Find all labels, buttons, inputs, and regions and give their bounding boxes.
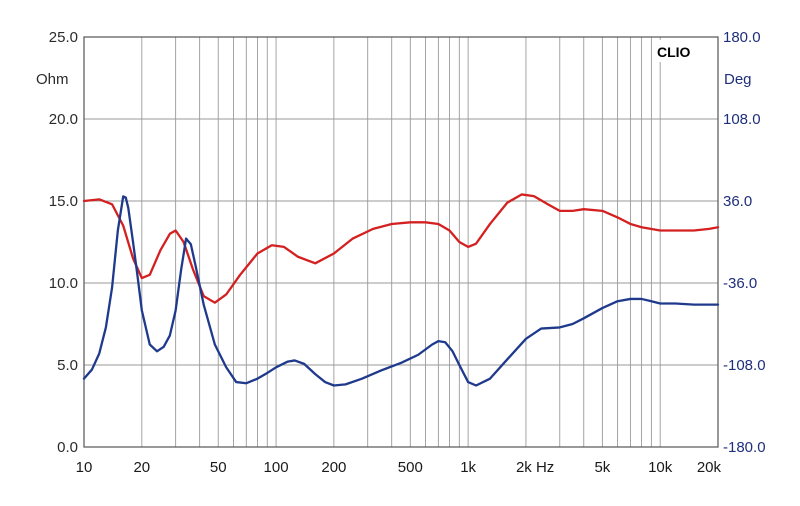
x-tick-label: 20 bbox=[133, 459, 150, 476]
x-tick-label: 5k bbox=[594, 459, 610, 476]
x-tick-label: 10 bbox=[76, 459, 93, 476]
x-tick-label: 100 bbox=[264, 459, 289, 476]
x-tick-label: 2k Hz bbox=[516, 459, 554, 476]
clio-badge: CLIO bbox=[657, 44, 691, 60]
left-axis-unit: Ohm bbox=[36, 71, 69, 88]
x-tick-label: 200 bbox=[321, 459, 346, 476]
series-layer bbox=[82, 193, 720, 387]
right-tick-label: -180.0 bbox=[723, 439, 766, 456]
left-tick-label: 20.0 bbox=[49, 111, 78, 128]
tick-labels: 0.0 5.0 10.0 15.0 20.0 25.0 -180.0 -108.0 -36.0 3… bbox=[49, 29, 766, 476]
left-tick-label: 0.0 bbox=[57, 439, 78, 456]
clio-badge-bg bbox=[652, 40, 712, 62]
phase-curve bbox=[82, 195, 720, 387]
left-tick-label: 5.0 bbox=[57, 357, 78, 374]
right-tick-label: -108.0 bbox=[723, 357, 766, 374]
plot-frame bbox=[83, 36, 719, 448]
right-tick-label: 36.0 bbox=[723, 193, 752, 210]
left-tick-label: 25.0 bbox=[49, 29, 78, 46]
x-tick-label: 1k bbox=[460, 459, 476, 476]
right-axis-unit: Deg bbox=[724, 71, 752, 88]
right-tick-label: -36.0 bbox=[723, 275, 757, 292]
left-tick-label: 15.0 bbox=[49, 193, 78, 210]
x-tick-label: 50 bbox=[210, 459, 227, 476]
x-tick-label: 10k bbox=[648, 459, 673, 476]
left-tick-label: 10.0 bbox=[49, 275, 78, 292]
right-tick-label: 108.0 bbox=[723, 111, 761, 128]
x-tick-label: 500 bbox=[398, 459, 423, 476]
grid-lines bbox=[84, 37, 718, 447]
impedance-curve bbox=[82, 193, 720, 304]
x-tick-label: 20k bbox=[697, 459, 722, 476]
right-tick-label: 180.0 bbox=[723, 29, 761, 46]
